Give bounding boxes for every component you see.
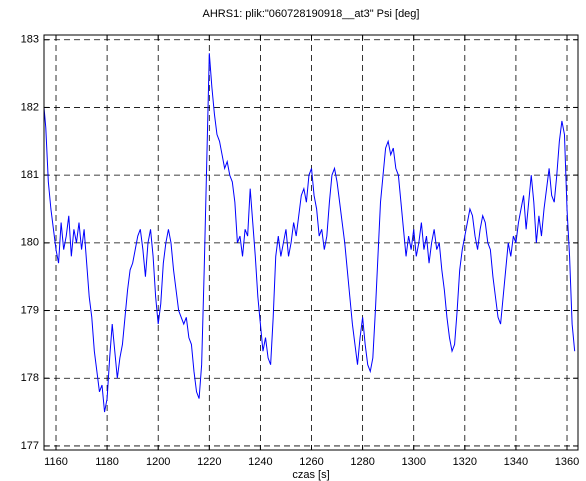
x-tick-label: 1260 [299,456,323,468]
x-axis-label: czas [s] [292,469,329,481]
x-tick-label: 1340 [504,456,528,468]
y-tick-label: 179 [21,304,39,316]
y-tick-label: 178 [21,372,39,384]
x-tick-label: 1220 [197,456,221,468]
y-tick-label: 180 [21,237,39,249]
x-tick-label: 1200 [146,456,170,468]
data-line [43,53,576,413]
x-tick-label: 1320 [453,456,477,468]
y-tick-label: 183 [21,34,39,46]
x-tick-label: 1180 [95,456,119,468]
y-tick-label: 182 [21,101,39,113]
x-tick-label: 1280 [350,456,374,468]
x-tick-label: 1160 [44,456,68,468]
x-tick-label: 1240 [248,456,272,468]
chart-title: AHRS1: plik:"060728190918__at3" Psi [deg… [203,8,420,20]
x-tick-label: 1360 [555,456,579,468]
y-tick-label: 177 [21,440,39,452]
x-tick-label: 1300 [401,456,425,468]
plot-frame [43,34,579,451]
y-tick-label: 181 [21,169,39,181]
